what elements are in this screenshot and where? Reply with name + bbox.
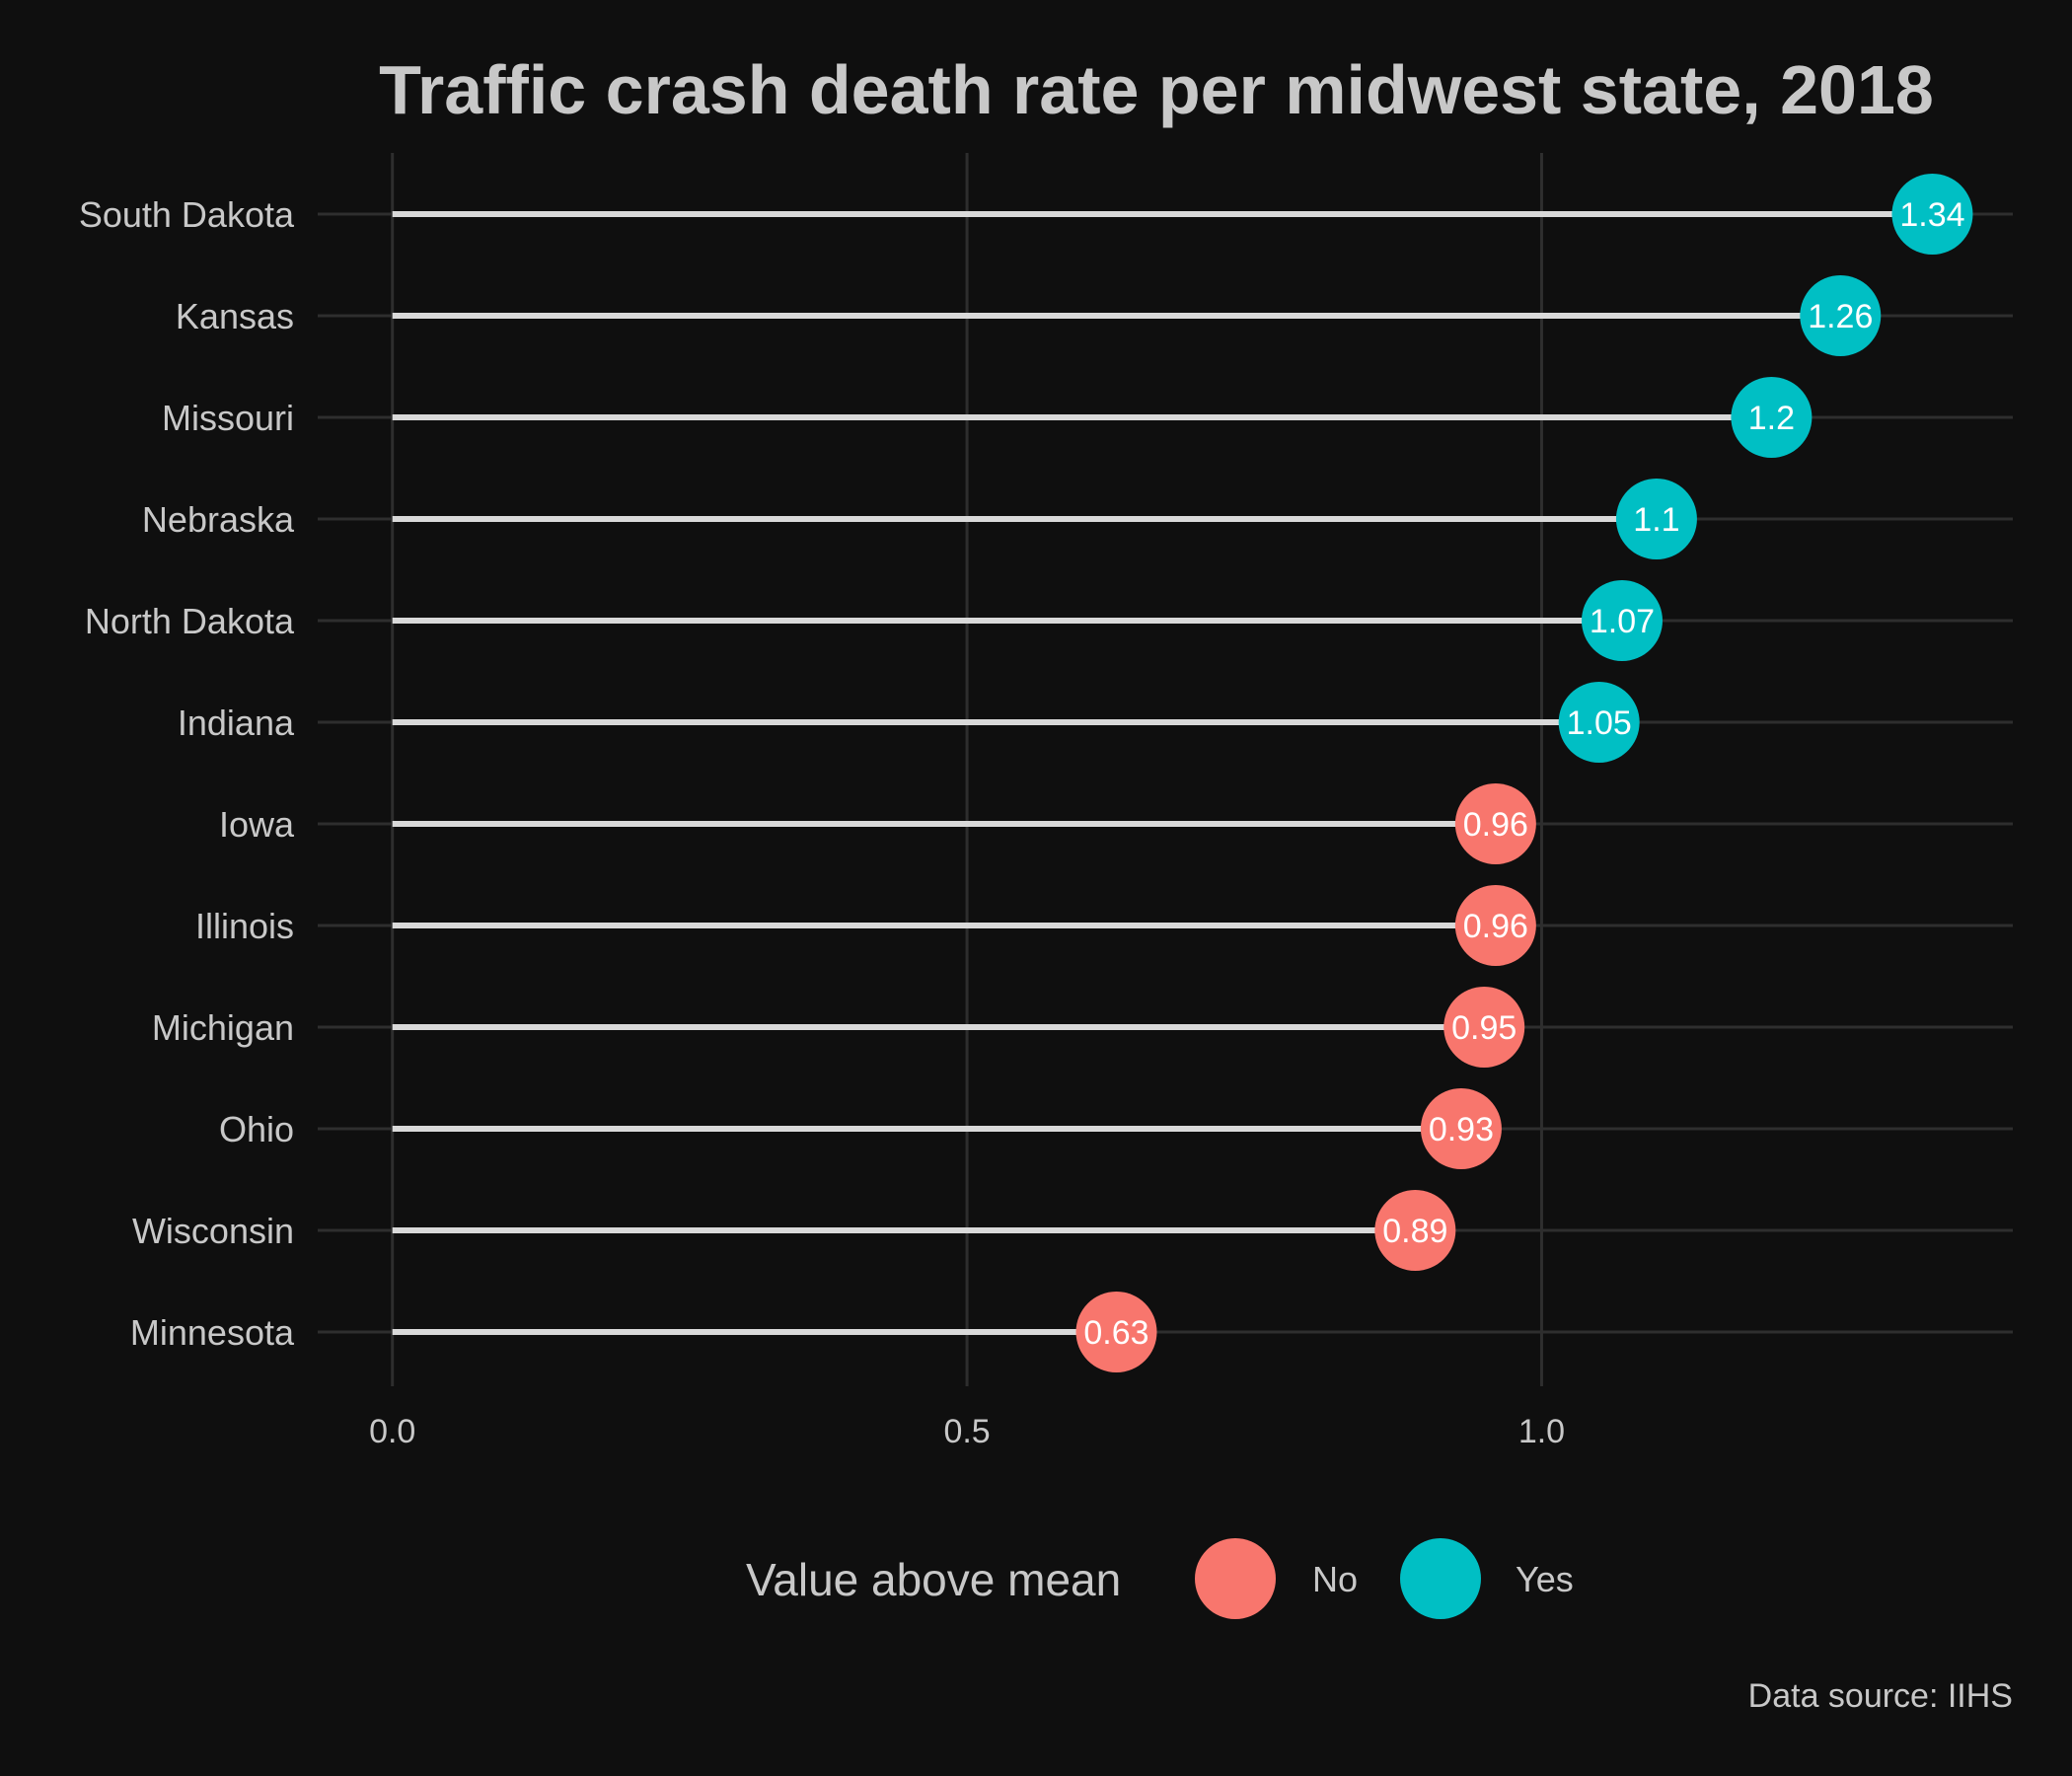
data-label: 1.26 [1808,298,1873,335]
category-label: Illinois [195,906,294,946]
legend: Value above mean No Yes [746,1538,1574,1619]
legend-title: Value above mean [746,1554,1121,1605]
category-label: Missouri [162,398,294,438]
category-label: Nebraska [142,499,295,540]
data-label: 0.95 [1451,1009,1517,1047]
lollipop-point [1800,275,1882,356]
category-label: Michigan [152,1007,294,1048]
data-label: 0.96 [1463,806,1528,844]
lollipop-point [1454,783,1536,864]
legend-label-yes: Yes [1516,1559,1574,1599]
category-label: Minnesota [130,1312,295,1353]
grid-layer [318,153,2013,1386]
category-label: Ohio [219,1109,294,1149]
lollipop-point [1374,1190,1456,1271]
data-source-caption: Data source: IIHS [1748,1677,2013,1715]
x-tick-label: 1.0 [1518,1413,1565,1450]
lollipop-point [1731,377,1813,458]
data-label: 0.93 [1429,1111,1494,1148]
data-label: 0.96 [1463,908,1528,945]
category-label: Wisconsin [132,1211,294,1251]
lollipop-point [1891,174,1973,255]
category-label: North Dakota [85,601,295,641]
category-label: Kansas [176,296,294,336]
lollipop-point [1581,580,1663,661]
lollipop-point [1075,1292,1157,1372]
lollipop-point [1443,987,1525,1068]
category-label: South Dakota [79,194,295,235]
data-label: 1.07 [1590,603,1655,640]
data-label: 1.05 [1567,704,1632,742]
data-label: 1.34 [1899,196,1964,234]
x-tick-label: 0.0 [369,1413,415,1450]
data-label: 0.63 [1083,1314,1148,1352]
category-label: Indiana [178,703,295,743]
data-label: 1.1 [1633,501,1679,539]
category-labels: South Dakota Kansas Missouri Nebraska North … [79,194,295,1353]
data-label: 1.2 [1748,400,1795,437]
legend-key-yes [1400,1538,1481,1619]
data-label: 0.89 [1382,1213,1447,1250]
stem-layer [392,211,1933,1335]
x-axis-tick-labels: 0.0 0.5 1.0 [369,1413,1565,1450]
chart-title: Traffic crash death rate per midwest sta… [379,51,1934,128]
point-layer: 1.34 1.26 1.2 1.1 1.07 1.05 0.96 0.96 0.95 0.93 0.… [1075,174,1973,1372]
category-label: Iowa [219,804,295,845]
x-tick-label: 0.5 [943,1413,990,1450]
lollipop-point [1420,1088,1502,1169]
lollipop-point [1615,479,1697,559]
lollipop-point [1558,682,1640,763]
legend-label-no: No [1312,1559,1358,1599]
legend-key-no [1195,1538,1276,1619]
lollipop-point [1454,885,1536,966]
